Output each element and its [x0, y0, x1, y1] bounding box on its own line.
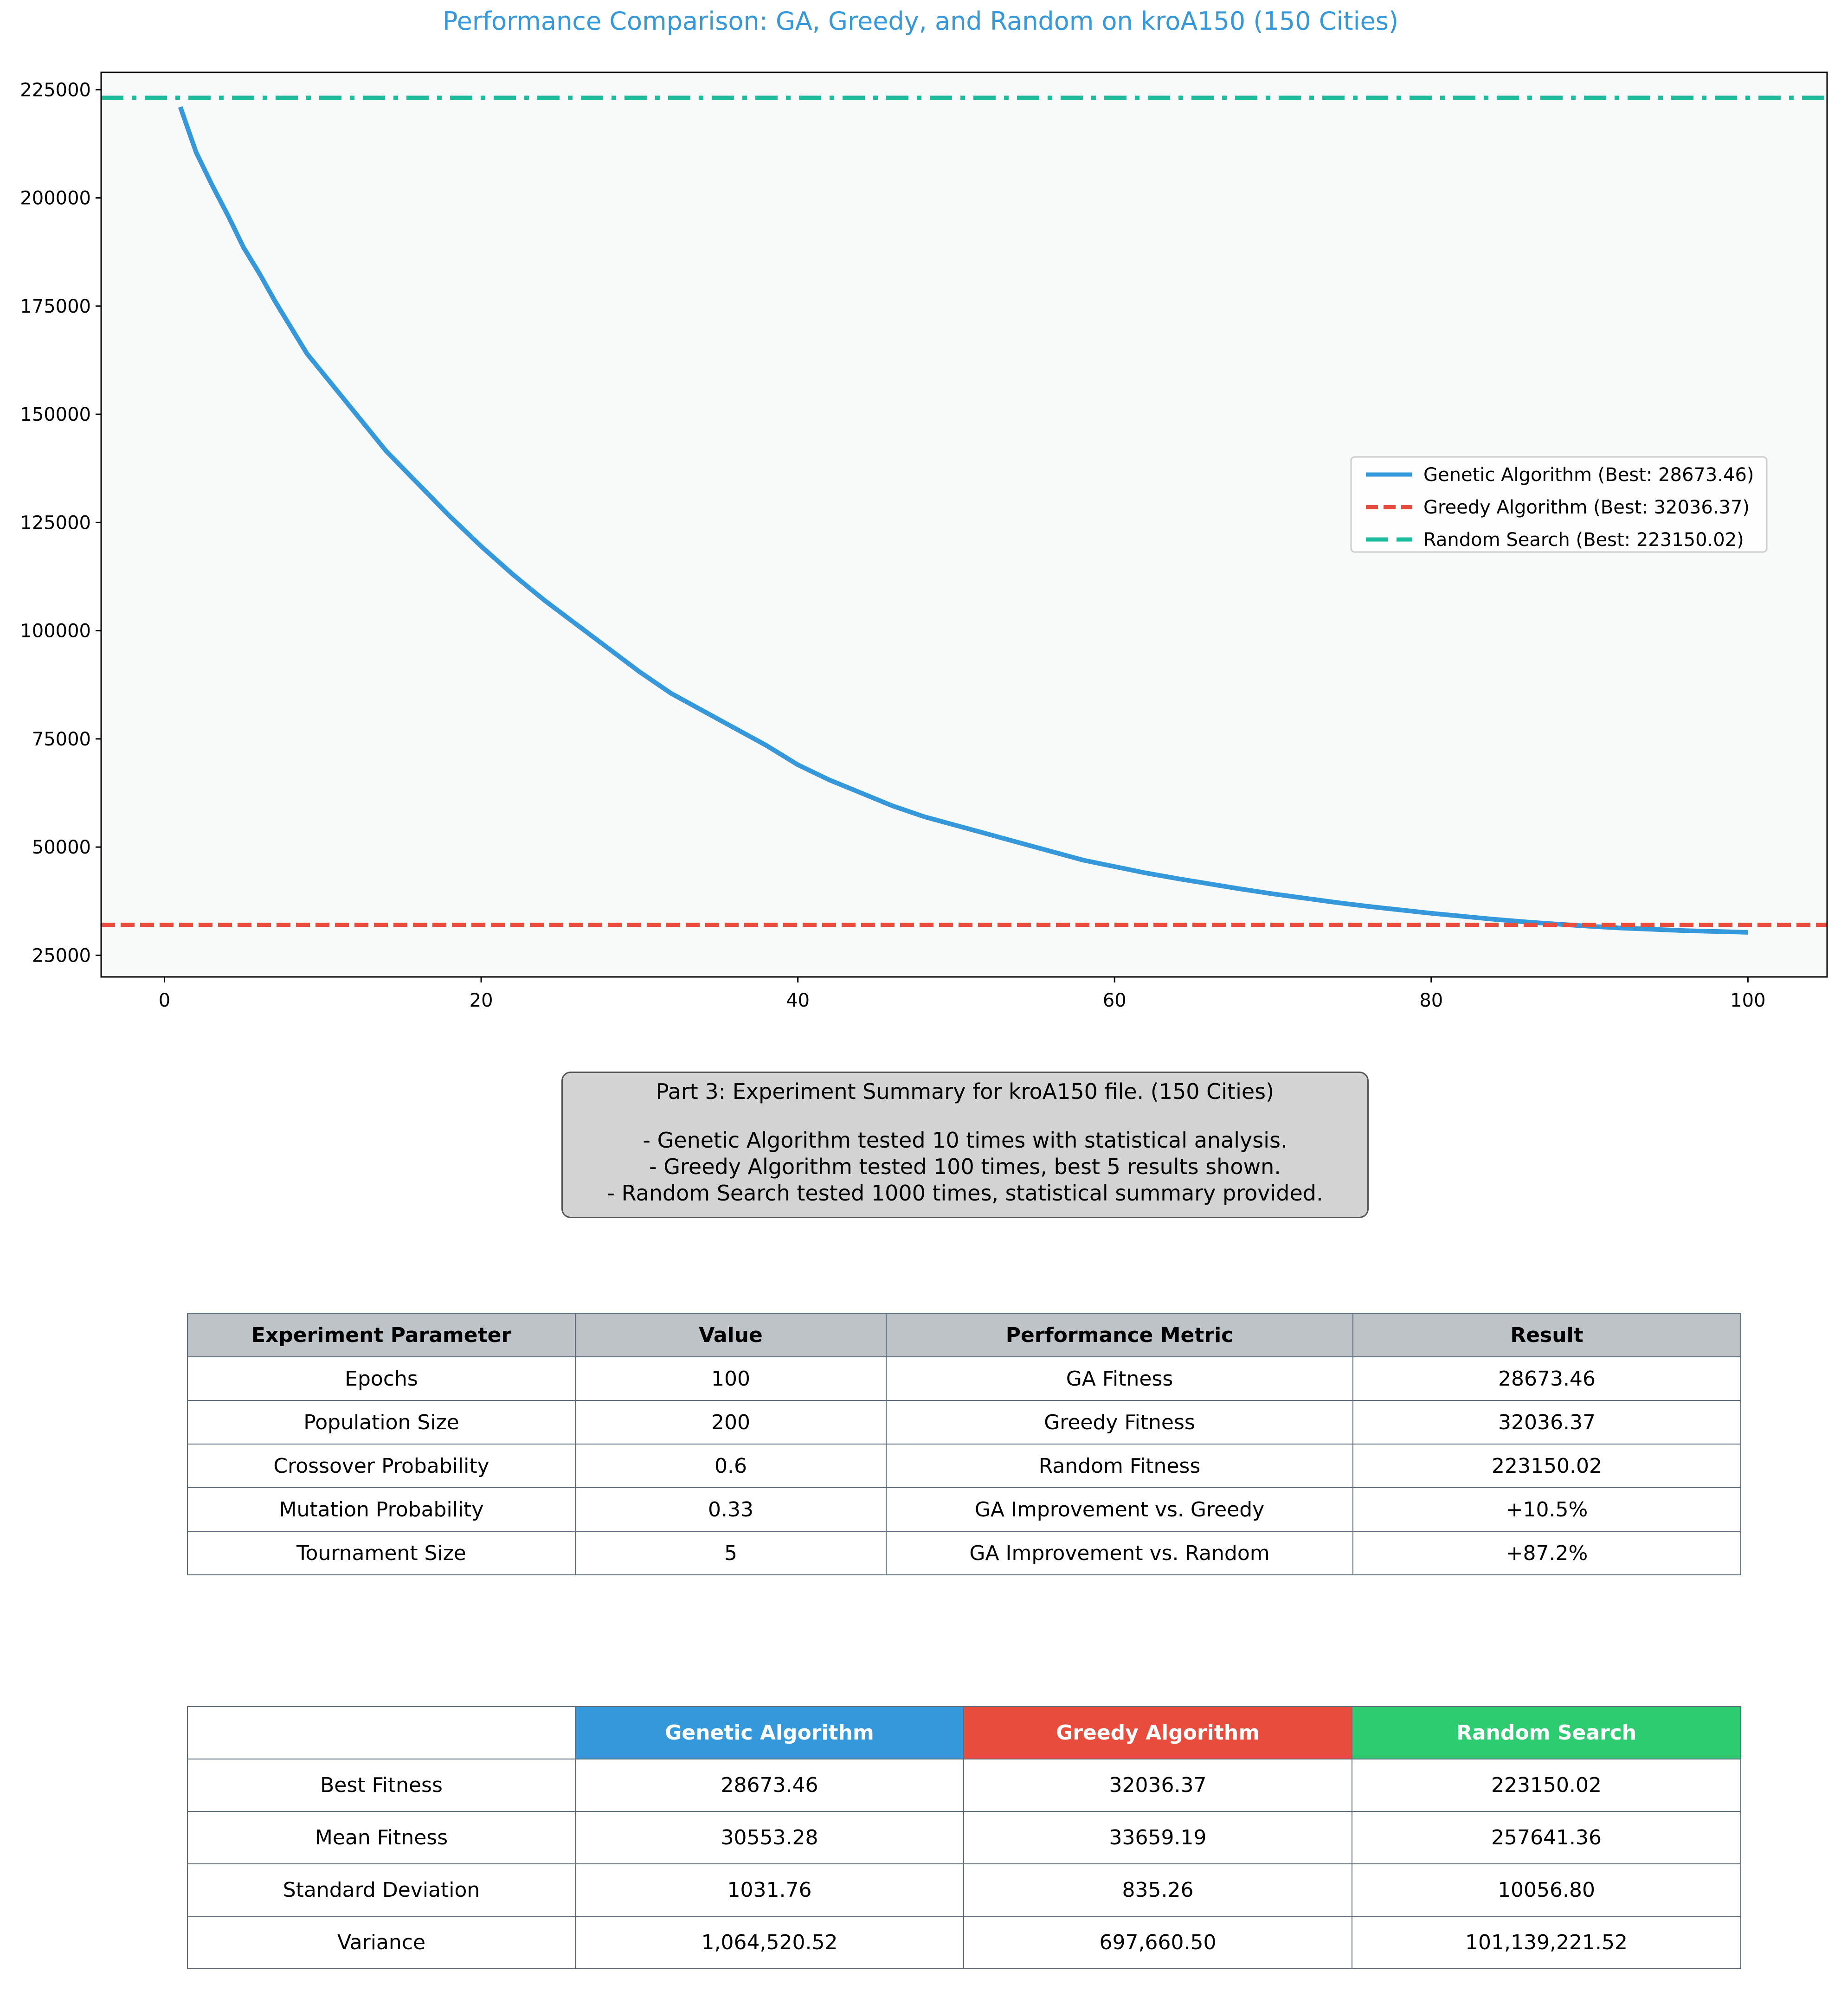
- plot-frame: [100, 71, 1828, 978]
- table-cell: 1,064,520.52: [575, 1916, 964, 1969]
- chart-title: Performance Comparison: GA, Greedy, and …: [442, 6, 1399, 36]
- y-tick-label: 50000: [32, 837, 91, 858]
- column-header: Value: [575, 1313, 887, 1357]
- table-cell: Variance: [187, 1916, 576, 1969]
- table-cell: 30553.28: [575, 1811, 964, 1864]
- table-cell: 0.33: [575, 1487, 887, 1532]
- table-row: Tournament Size 5 GA Improvement vs. Ran…: [187, 1531, 1741, 1575]
- table-cell: GA Improvement vs. Greedy: [886, 1487, 1353, 1532]
- y-tick-label: 100000: [20, 621, 91, 642]
- legend-label: Genetic Algorithm (Best: 28673.46): [1423, 464, 1754, 486]
- table-cell: 1031.76: [575, 1863, 964, 1917]
- y-tick-label: 125000: [20, 512, 91, 533]
- y-tick-label: 175000: [20, 296, 91, 317]
- table-cell: 33659.19: [963, 1811, 1352, 1864]
- table-cell: 28673.46: [1352, 1356, 1741, 1401]
- algorithm-statistics-table: Genetic Algorithm Greedy Algorithm Rando…: [187, 1706, 1741, 1969]
- summary-heading: Part 3: Experiment Summary for kroA150 f…: [656, 1079, 1275, 1104]
- table-cell: Random Fitness: [886, 1444, 1353, 1488]
- experiment-summary-box: Part 3: Experiment Summary for kroA150 f…: [561, 1072, 1369, 1218]
- y-tick-label: 150000: [20, 404, 91, 425]
- table-cell: Standard Deviation: [187, 1863, 576, 1917]
- table-cell: Epochs: [187, 1356, 576, 1401]
- table-cell: Tournament Size: [187, 1531, 576, 1575]
- table-cell: +87.2%: [1352, 1531, 1741, 1575]
- table-cell: 10056.80: [1352, 1863, 1741, 1917]
- table-row: Standard Deviation 1031.76 835.26 10056.…: [187, 1863, 1741, 1917]
- table-cell: 101,139,221.52: [1352, 1916, 1741, 1969]
- table-cell: Best Fitness: [187, 1759, 576, 1812]
- legend-label: Greedy Algorithm (Best: 32036.37): [1423, 497, 1750, 518]
- y-tick-label: 200000: [20, 188, 91, 209]
- table-cell: 257641.36: [1352, 1811, 1741, 1864]
- column-header: Experiment Parameter: [187, 1313, 576, 1357]
- table-cell: Mutation Probability: [187, 1487, 576, 1532]
- chart-svg: 0 20 40 60 80 100 25000 50000 75000 100000 125000 1…: [20, 71, 1828, 1011]
- experiment-parameters-table: Experiment Parameter Value Performance M…: [187, 1313, 1741, 1575]
- column-header: Performance Metric: [886, 1313, 1353, 1357]
- table-cell: Population Size: [187, 1400, 576, 1445]
- table-cell: 100: [575, 1356, 887, 1401]
- y-tick-label: 25000: [32, 945, 91, 966]
- table-cell: 32036.37: [1352, 1400, 1741, 1445]
- column-header-genetic-algorithm: Genetic Algorithm: [575, 1706, 964, 1759]
- table-cell: 5: [575, 1531, 887, 1575]
- table-row: Mutation Probability 0.33 GA Improvement…: [187, 1487, 1741, 1532]
- table-row: Variance 1,064,520.52 697,660.50 101,139…: [187, 1916, 1741, 1969]
- table-row: Best Fitness 28673.46 32036.37 223150.02: [187, 1759, 1741, 1812]
- summary-line: - Random Search tested 1000 times, stati…: [607, 1181, 1323, 1206]
- table-cell: 223150.02: [1352, 1759, 1741, 1812]
- table-cell: 0.6: [575, 1444, 887, 1488]
- x-tick-label: 40: [786, 990, 810, 1011]
- y-tick-label: 75000: [32, 729, 91, 750]
- table-cell: +10.5%: [1352, 1487, 1741, 1532]
- x-tick-label: 100: [1730, 990, 1765, 1011]
- table-cell: GA Fitness: [886, 1356, 1353, 1401]
- legend-label: Random Search (Best: 223150.02): [1423, 529, 1744, 551]
- column-header-blank: [187, 1706, 576, 1759]
- table-row: Mean Fitness 30553.28 33659.19 257641.36: [187, 1811, 1741, 1864]
- table-cell: GA Improvement vs. Random: [886, 1531, 1353, 1575]
- table-cell: 28673.46: [575, 1759, 964, 1812]
- table-cell: Mean Fitness: [187, 1811, 576, 1864]
- column-header-random-search: Random Search: [1352, 1706, 1741, 1759]
- x-tick-label: 0: [159, 990, 170, 1011]
- table-cell: Greedy Fitness: [886, 1400, 1353, 1445]
- table-cell: Crossover Probability: [187, 1444, 576, 1488]
- x-tick-label: 80: [1419, 990, 1443, 1011]
- legend: Genetic Algorithm (Best: 28673.46) Greedy…: [1350, 456, 1768, 553]
- table-cell: 200: [575, 1400, 887, 1445]
- x-tick-label: 60: [1103, 990, 1126, 1011]
- column-header-greedy-algorithm: Greedy Algorithm: [963, 1706, 1352, 1759]
- table-header-row: Genetic Algorithm Greedy Algorithm Rando…: [187, 1706, 1741, 1759]
- table-cell: 697,660.50: [963, 1916, 1352, 1969]
- table-row: Population Size 200 Greedy Fitness 32036…: [187, 1400, 1741, 1445]
- table-row: Epochs 100 GA Fitness 28673.46: [187, 1356, 1741, 1401]
- table-cell: 835.26: [963, 1863, 1352, 1917]
- x-tick-label: 20: [470, 990, 493, 1011]
- legend-frame: [1350, 456, 1768, 553]
- table-cell: 32036.37: [963, 1759, 1352, 1812]
- summary-line: - Greedy Algorithm tested 100 times, bes…: [649, 1154, 1281, 1179]
- table-header-row: Experiment Parameter Value Performance M…: [187, 1313, 1741, 1357]
- table-cell: 223150.02: [1352, 1444, 1741, 1488]
- summary-line: - Genetic Algorithm tested 10 times with…: [643, 1128, 1287, 1153]
- column-header: Result: [1352, 1313, 1741, 1357]
- y-tick-label: 225000: [20, 79, 91, 101]
- series-line-0: [178, 106, 1748, 935]
- table-row: Crossover Probability 0.6 Random Fitness…: [187, 1444, 1741, 1488]
